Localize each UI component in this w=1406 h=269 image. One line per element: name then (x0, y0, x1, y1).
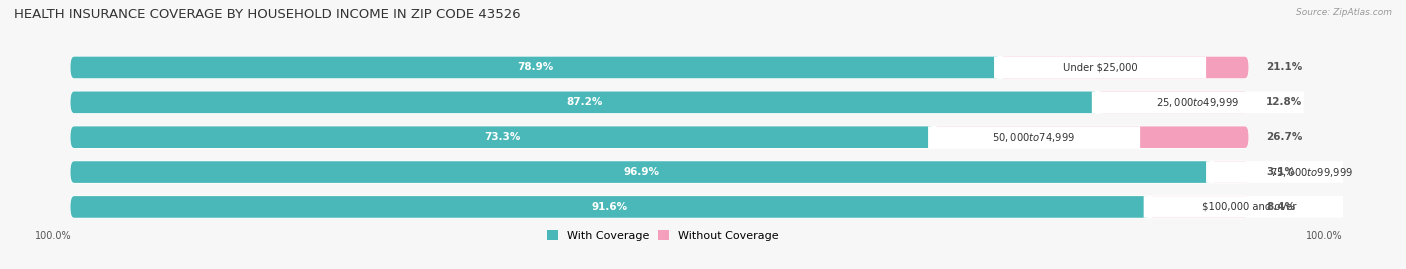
Text: $100,000 and over: $100,000 and over (1202, 202, 1296, 212)
Legend: With Coverage, Without Coverage: With Coverage, Without Coverage (547, 231, 779, 241)
Text: 100.0%: 100.0% (1306, 231, 1343, 241)
Text: Source: ZipAtlas.com: Source: ZipAtlas.com (1296, 8, 1392, 17)
FancyBboxPatch shape (70, 126, 1249, 148)
Text: 21.1%: 21.1% (1267, 62, 1302, 72)
FancyBboxPatch shape (1150, 196, 1249, 218)
FancyBboxPatch shape (928, 126, 1140, 148)
FancyBboxPatch shape (1098, 91, 1249, 113)
Text: $75,000 to $99,999: $75,000 to $99,999 (1271, 165, 1354, 179)
Text: 91.6%: 91.6% (592, 202, 628, 212)
Text: 26.7%: 26.7% (1267, 132, 1302, 142)
FancyBboxPatch shape (70, 57, 1249, 78)
FancyBboxPatch shape (70, 161, 1212, 183)
FancyBboxPatch shape (1143, 196, 1355, 218)
Text: 87.2%: 87.2% (565, 97, 602, 107)
Text: Under $25,000: Under $25,000 (1063, 62, 1137, 72)
FancyBboxPatch shape (994, 57, 1206, 78)
FancyBboxPatch shape (70, 161, 1249, 183)
Text: 96.9%: 96.9% (623, 167, 659, 177)
FancyBboxPatch shape (70, 126, 934, 148)
FancyBboxPatch shape (934, 126, 1249, 148)
Text: 3.1%: 3.1% (1267, 167, 1295, 177)
Text: 78.9%: 78.9% (517, 62, 554, 72)
FancyBboxPatch shape (1206, 161, 1406, 183)
Text: 12.8%: 12.8% (1267, 97, 1302, 107)
FancyBboxPatch shape (1212, 161, 1249, 183)
FancyBboxPatch shape (70, 196, 1249, 218)
Text: 100.0%: 100.0% (35, 231, 72, 241)
FancyBboxPatch shape (70, 91, 1098, 113)
Text: $25,000 to $49,999: $25,000 to $49,999 (1156, 96, 1240, 109)
Text: 8.4%: 8.4% (1267, 202, 1295, 212)
FancyBboxPatch shape (1092, 91, 1303, 113)
FancyBboxPatch shape (70, 57, 1000, 78)
Text: 73.3%: 73.3% (484, 132, 520, 142)
Text: HEALTH INSURANCE COVERAGE BY HOUSEHOLD INCOME IN ZIP CODE 43526: HEALTH INSURANCE COVERAGE BY HOUSEHOLD I… (14, 8, 520, 21)
Text: $50,000 to $74,999: $50,000 to $74,999 (993, 131, 1076, 144)
FancyBboxPatch shape (70, 196, 1150, 218)
FancyBboxPatch shape (1000, 57, 1249, 78)
FancyBboxPatch shape (70, 91, 1249, 113)
